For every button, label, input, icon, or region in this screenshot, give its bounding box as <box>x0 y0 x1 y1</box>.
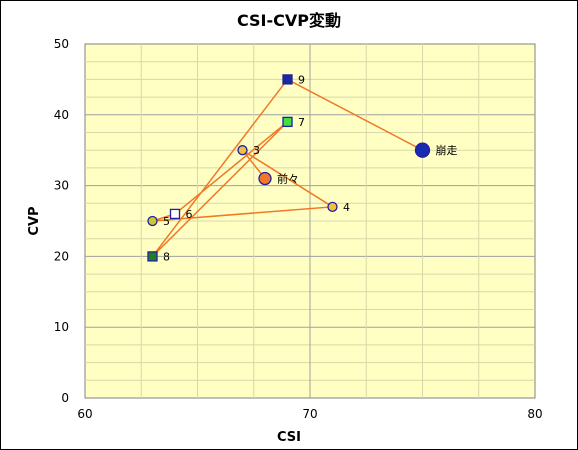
x-axis-label: CSI <box>277 430 301 445</box>
chart-title: CSI-CVP変動 <box>237 11 341 30</box>
point-label: 6 <box>186 208 193 221</box>
gridlines <box>85 44 535 398</box>
point-label: 4 <box>343 201 350 214</box>
point-label: 崩走 <box>436 143 458 157</box>
point-marker <box>147 215 158 227</box>
point-label: 9 <box>298 73 305 86</box>
point-marker <box>414 142 431 158</box>
point-marker <box>258 171 272 186</box>
point-label: 前々 <box>277 172 299 186</box>
y-axis-label: CVP <box>27 206 42 235</box>
point-marker <box>237 145 248 156</box>
y-tick-label: 20 <box>54 249 69 263</box>
x-tick-label: 60 <box>77 407 92 421</box>
y-tick-label: 0 <box>61 391 69 405</box>
y-tick-label: 10 <box>54 320 69 334</box>
x-tick-label: 70 <box>302 407 317 421</box>
y-axis-ticks: 0 10 20 30 40 50 <box>54 37 69 405</box>
y-tick-label: 40 <box>54 108 69 122</box>
point-marker <box>282 74 293 85</box>
point-marker <box>327 201 338 212</box>
point-label: 3 <box>253 144 260 157</box>
y-tick-label: 30 <box>54 179 69 193</box>
y-tick-label: 50 <box>54 37 69 51</box>
point-label: 5 <box>163 215 170 228</box>
point-markers <box>147 74 431 262</box>
point-marker <box>282 116 293 128</box>
point-label: 8 <box>163 250 170 263</box>
point-marker <box>147 251 158 262</box>
point-marker <box>169 208 181 220</box>
point-labels: 前々 3 4 5 6 7 8 9 崩走 <box>163 73 458 263</box>
x-tick-label: 80 <box>527 407 542 421</box>
x-axis-ticks: 60 70 80 <box>77 407 542 421</box>
point-label: 7 <box>298 116 305 129</box>
